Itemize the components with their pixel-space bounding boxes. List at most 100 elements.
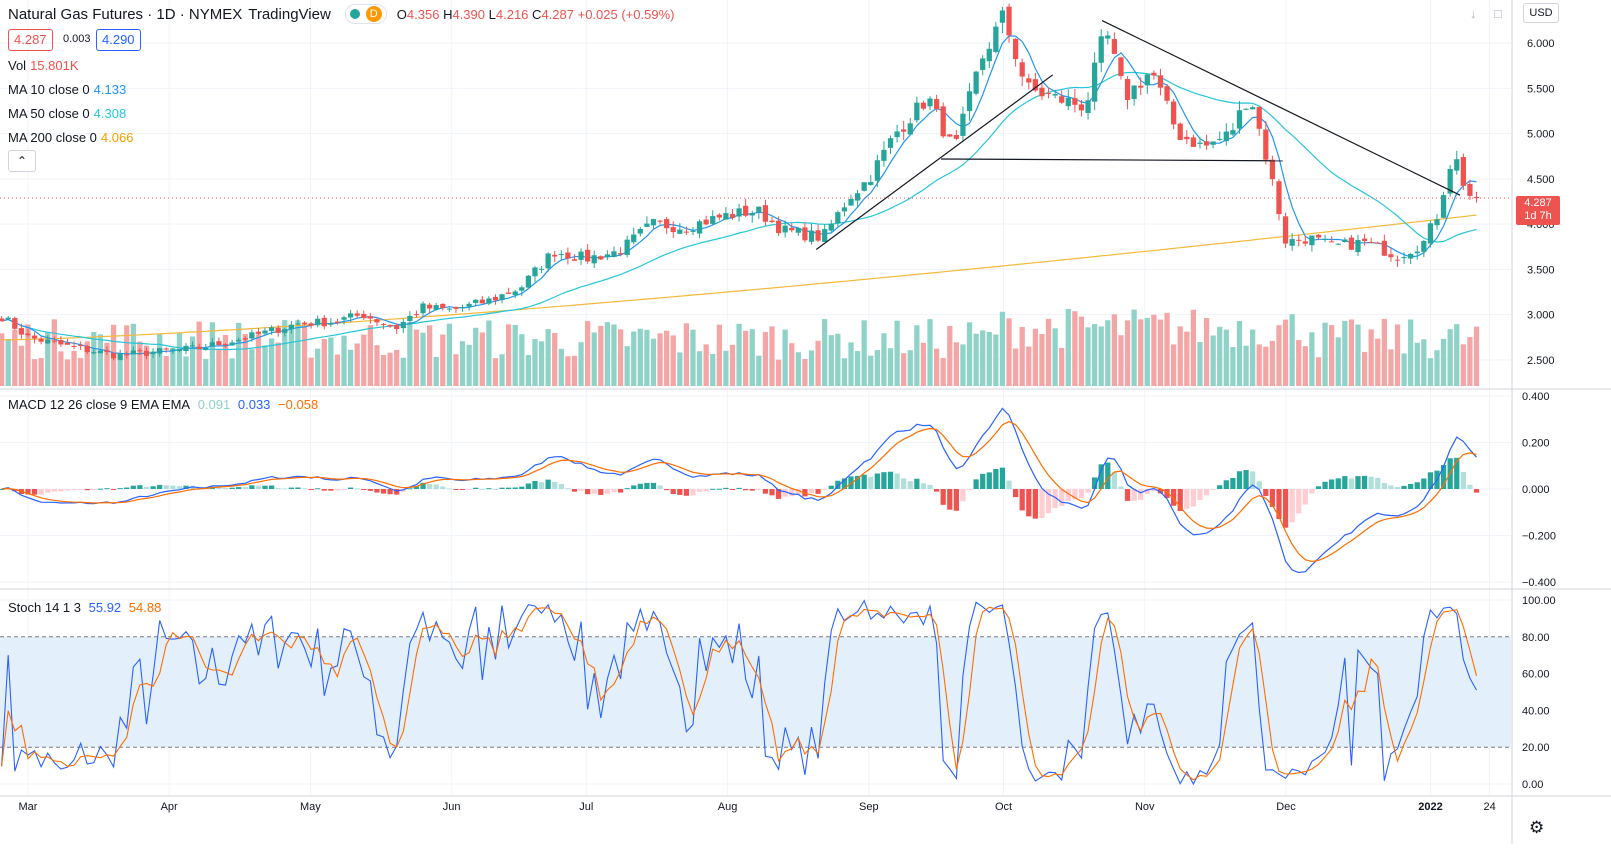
gear-icon[interactable]: ⚙	[1529, 818, 1545, 837]
maximize-icon[interactable]: □	[1494, 6, 1502, 21]
macd-histogram-bar	[1052, 489, 1058, 509]
candle-body	[1072, 98, 1078, 105]
macd-histogram-bar	[466, 489, 472, 490]
macd-histogram-bar	[1184, 489, 1190, 509]
volume-legend[interactable]: Vol 15.801K	[8, 58, 83, 74]
volume-bar	[538, 341, 545, 386]
candle-body	[459, 307, 466, 309]
candle-body	[578, 251, 584, 260]
volume-bar	[275, 342, 281, 386]
volume-bar	[394, 349, 400, 386]
candle-body	[1473, 196, 1480, 199]
candle-body	[914, 102, 920, 121]
volume-bar	[1144, 317, 1150, 386]
macd-legend[interactable]: MACD 12 26 close 9 EMA EMA 0.091 0.033 −…	[8, 397, 322, 413]
collapse-legend-button[interactable]: ⌃	[8, 150, 36, 172]
volume-bar	[170, 347, 176, 386]
sell-button[interactable]: 4.287	[8, 29, 53, 51]
candle-body	[91, 352, 97, 354]
candle-body	[189, 345, 196, 347]
candle-body	[1190, 137, 1197, 147]
market-open-icon	[349, 9, 360, 19]
volume-bar	[775, 359, 782, 386]
candle-body	[203, 347, 209, 351]
candle-body	[361, 313, 367, 319]
volume-bar	[1223, 329, 1229, 386]
candle-body	[64, 342, 71, 345]
ma200-legend[interactable]: MA 200 close 0 4.066	[8, 130, 137, 146]
candle-body	[624, 239, 630, 255]
volume-bar	[1157, 319, 1164, 386]
macd-histogram-bar	[644, 482, 650, 489]
macd-histogram-bar	[822, 489, 828, 490]
macd-histogram-bar	[394, 489, 400, 495]
last-price-value: 4.287	[1524, 197, 1552, 209]
macd-histogram-bar	[1026, 489, 1032, 517]
volume-bar	[644, 329, 650, 386]
candle-body	[479, 299, 485, 304]
candle-body	[301, 322, 308, 324]
macd-histogram-bar	[993, 469, 999, 489]
macd-histogram-bar	[1309, 489, 1315, 494]
candle-body	[183, 345, 189, 352]
candle-body	[440, 303, 446, 308]
candle-body	[328, 322, 334, 325]
candle-body	[1256, 106, 1262, 129]
chevron-up-icon: ⌃	[16, 154, 28, 168]
macd-histogram-bar	[1269, 489, 1276, 507]
candle-body	[0, 318, 5, 322]
macd-histogram-bar	[927, 484, 933, 489]
candle-body	[1381, 240, 1387, 256]
candle-body	[394, 325, 400, 330]
candle-body	[710, 216, 716, 224]
candle-body	[512, 291, 518, 295]
candle-body	[637, 228, 643, 234]
market-status[interactable]: D	[344, 4, 387, 24]
volume-bar	[1177, 326, 1183, 386]
macd-histogram-bar	[347, 487, 354, 489]
volume-bar	[657, 333, 663, 386]
volume-bar	[802, 358, 808, 386]
macd-histogram-bar	[242, 487, 248, 489]
macd-histogram-bar	[769, 489, 775, 496]
volume-bar	[901, 353, 907, 386]
symbol-title[interactable]: Natural Gas Futures · 1D · NYMEX	[8, 5, 243, 23]
macd-histogram-bar	[841, 478, 848, 489]
volume-bar	[611, 324, 617, 386]
macd-histogram-bar	[1091, 477, 1098, 489]
macd-histogram-bar	[1302, 489, 1308, 505]
volume-bar	[624, 346, 630, 386]
macd-axis-label: 0.200	[1522, 438, 1550, 450]
candle-body	[538, 268, 545, 270]
volume-bar	[933, 348, 940, 386]
volume-bar	[479, 332, 485, 386]
macd-histogram-bar	[479, 488, 485, 490]
volume-bar	[1243, 345, 1249, 386]
candle-body	[1032, 79, 1038, 91]
ma50-legend[interactable]: MA 50 close 0 4.308	[8, 106, 130, 122]
volume-bar	[617, 329, 624, 386]
macd-histogram-bar	[1085, 489, 1091, 493]
candle-body	[927, 98, 933, 107]
macd-histogram-bar	[532, 480, 538, 489]
currency-button[interactable]: USD	[1523, 3, 1559, 23]
volume-bar	[1408, 319, 1414, 386]
volume-bar	[999, 311, 1006, 386]
candle-body	[170, 349, 176, 351]
stoch-legend[interactable]: Stoch 14 1 3 55.92 54.88	[8, 600, 165, 616]
candle-body	[795, 227, 801, 233]
candle-body	[130, 350, 136, 355]
ma10-legend[interactable]: MA 10 close 0 4.133	[8, 82, 130, 98]
macd-histogram-bar	[1440, 465, 1447, 489]
macd-histogram-bar	[585, 489, 591, 495]
macd-histogram-bar	[1250, 471, 1256, 489]
volume-bar	[1361, 351, 1368, 386]
candle-body	[25, 333, 31, 336]
candle-body	[940, 106, 946, 137]
volume-bar	[993, 334, 999, 386]
arrow-down-icon[interactable]: ↓	[1470, 6, 1477, 21]
candle-body	[604, 254, 611, 258]
buy-button[interactable]: 4.290	[96, 29, 141, 51]
